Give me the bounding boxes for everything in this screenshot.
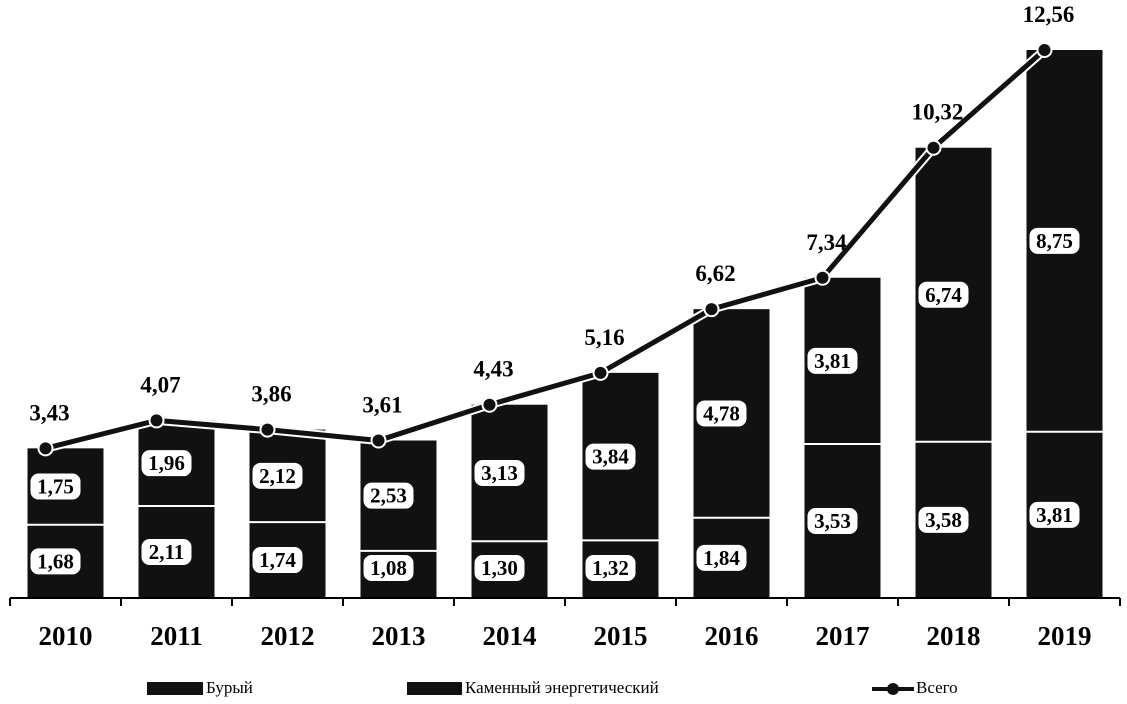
x-tick-label-2019: 2019 bbox=[1038, 621, 1092, 651]
label-brown-2015: 1,32 bbox=[592, 556, 629, 580]
x-tick-label-2010: 2010 bbox=[39, 621, 93, 651]
legend-line-total-icon bbox=[872, 681, 914, 695]
label-stone-2010: 1,75 bbox=[37, 475, 74, 499]
total-label-2015: 5,16 bbox=[584, 325, 624, 350]
x-tick-label-2016: 2016 bbox=[705, 621, 759, 651]
total-label-2019: 12,56 bbox=[1023, 2, 1075, 27]
total-label-2018: 10,32 bbox=[912, 100, 964, 125]
label-stone-2018-bg bbox=[918, 281, 969, 308]
x-tick-label-2014: 2014 bbox=[483, 621, 537, 651]
total-label-2016: 6,62 bbox=[695, 261, 735, 286]
label-stone-2011-bg bbox=[141, 450, 192, 477]
total-point-2011 bbox=[150, 414, 163, 427]
label-stone-2016-bg bbox=[696, 400, 747, 427]
label-brown-2014-bg bbox=[474, 555, 525, 581]
total-point-2010 bbox=[39, 442, 52, 455]
label-brown-2019: 3,81 bbox=[1036, 503, 1073, 527]
label-brown-2018: 3,58 bbox=[925, 508, 962, 532]
total-point-2017 bbox=[816, 271, 829, 284]
legend-item-stone: Каменный энергетический bbox=[407, 676, 659, 700]
label-brown-2012-bg bbox=[252, 547, 303, 574]
label-stone-2017: 3,81 bbox=[814, 349, 851, 373]
label-brown-2012: 1,74 bbox=[259, 548, 296, 572]
total-point-2012 bbox=[261, 423, 274, 436]
label-stone-2014: 3,13 bbox=[481, 461, 518, 485]
x-tick-label-2017: 2017 bbox=[816, 621, 870, 651]
label-brown-2014: 1,30 bbox=[481, 556, 518, 580]
label-brown-2018-bg bbox=[918, 506, 969, 533]
x-tick-label-2015: 2015 bbox=[594, 621, 648, 651]
x-tick-label-2018: 2018 bbox=[927, 621, 981, 651]
total-point-2019 bbox=[1038, 44, 1051, 56]
total-point-2018 bbox=[927, 141, 940, 154]
label-brown-2010: 1,68 bbox=[37, 549, 74, 573]
legend-item-total: Всего bbox=[872, 676, 958, 700]
label-brown-2017-bg bbox=[807, 507, 858, 534]
label-stone-2016: 4,78 bbox=[703, 401, 740, 425]
label-brown-2016-bg bbox=[696, 544, 747, 571]
label-stone-2011: 1,96 bbox=[148, 451, 185, 475]
total-point-2014 bbox=[483, 398, 496, 411]
total-label-2014: 4,43 bbox=[473, 357, 513, 382]
label-brown-2011: 2,11 bbox=[149, 540, 185, 564]
label-brown-2015-bg bbox=[585, 555, 636, 581]
label-stone-2012-bg bbox=[252, 462, 303, 489]
total-label-2012: 3,86 bbox=[251, 382, 291, 407]
total-line bbox=[43, 47, 1047, 451]
legend-label-total: Всего bbox=[916, 678, 958, 697]
label-stone-2019: 8,75 bbox=[1036, 229, 1073, 253]
label-stone-2015: 3,84 bbox=[592, 445, 629, 469]
chart: 2010 2011 2012 2013 2014 2015 2016 2017 2018 2019… bbox=[9, 2, 1121, 651]
label-stone-2015-bg bbox=[585, 443, 636, 470]
total-point-2013 bbox=[372, 434, 385, 447]
label-brown-2011-bg bbox=[141, 538, 192, 565]
label-brown-2010-bg bbox=[30, 548, 81, 575]
x-tick-label-2012: 2012 bbox=[261, 621, 315, 651]
label-brown-2017: 3,53 bbox=[814, 509, 851, 533]
total-point-2015 bbox=[594, 366, 607, 379]
label-stone-2013-bg bbox=[363, 482, 414, 509]
total-label-2010: 3,43 bbox=[29, 400, 69, 425]
x-tick-label-2011: 2011 bbox=[150, 621, 203, 651]
total-label-2017: 7,34 bbox=[806, 230, 847, 255]
legend-item-brown: Бурый bbox=[147, 676, 253, 700]
x-tick-label-2013: 2013 bbox=[372, 621, 426, 651]
label-brown-2013-bg bbox=[363, 555, 414, 581]
total-label-2011: 4,07 bbox=[140, 372, 180, 397]
label-brown-2016: 1,84 bbox=[703, 546, 740, 570]
label-stone-2013: 2,53 bbox=[370, 484, 407, 508]
total-label-2013: 3,61 bbox=[362, 392, 402, 417]
label-stone-2014-bg bbox=[474, 459, 525, 486]
label-stone-2012: 2,12 bbox=[259, 464, 296, 488]
legend-label-stone: Каменный энергетический bbox=[465, 678, 659, 697]
label-brown-2019-bg bbox=[1029, 501, 1080, 528]
label-stone-2019-bg bbox=[1029, 227, 1080, 254]
legend: Бурый Каменный энергетический Всего bbox=[0, 676, 1127, 700]
label-stone-2018: 6,74 bbox=[925, 283, 962, 307]
total-point-2016 bbox=[705, 303, 718, 316]
legend-swatch-stone bbox=[407, 681, 462, 695]
label-brown-2013: 1,08 bbox=[370, 556, 407, 580]
label-stone-2017-bg bbox=[807, 347, 858, 374]
legend-swatch-brown bbox=[147, 681, 203, 695]
legend-label-brown: Бурый bbox=[206, 678, 253, 697]
label-stone-2010-bg bbox=[30, 473, 81, 500]
